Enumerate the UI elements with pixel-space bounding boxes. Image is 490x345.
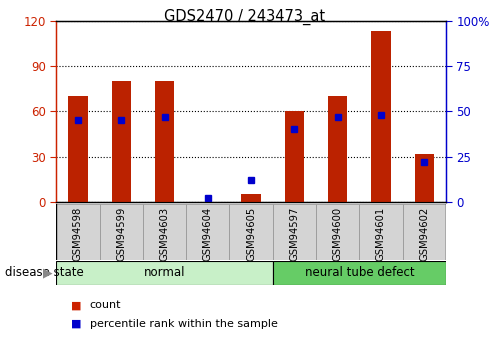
Bar	[273, 261, 446, 285]
Text: ■: ■	[71, 319, 81, 328]
Text: GDS2470 / 243473_at: GDS2470 / 243473_at	[165, 9, 325, 25]
Bar	[371, 31, 391, 202]
Text: GSM94605: GSM94605	[246, 206, 256, 260]
Text: count: count	[90, 300, 121, 310]
Bar	[229, 204, 273, 260]
Bar	[56, 261, 273, 285]
Text: GSM94600: GSM94600	[333, 206, 343, 260]
Bar	[285, 111, 304, 202]
Bar	[68, 96, 88, 202]
Bar	[242, 194, 261, 202]
Bar	[316, 204, 359, 260]
Text: GSM94603: GSM94603	[160, 206, 170, 260]
Text: neural tube defect: neural tube defect	[304, 266, 414, 279]
Bar	[359, 204, 403, 260]
Text: GSM94597: GSM94597	[290, 206, 299, 261]
Text: GSM94598: GSM94598	[73, 206, 83, 260]
Bar	[415, 154, 434, 202]
Bar	[186, 204, 229, 260]
Bar	[112, 81, 131, 202]
Bar	[273, 204, 316, 260]
Text: GSM94601: GSM94601	[376, 206, 386, 260]
Text: ■: ■	[71, 300, 81, 310]
Bar	[403, 204, 446, 260]
Text: GSM94599: GSM94599	[116, 206, 126, 261]
Bar	[99, 204, 143, 260]
Bar	[155, 81, 174, 202]
Text: GSM94602: GSM94602	[419, 206, 429, 260]
Text: ▶: ▶	[43, 266, 53, 279]
Text: disease state: disease state	[5, 266, 84, 279]
Bar	[56, 204, 99, 260]
Text: percentile rank within the sample: percentile rank within the sample	[90, 319, 277, 328]
Bar	[328, 96, 347, 202]
Text: normal: normal	[144, 266, 185, 279]
Text: GSM94604: GSM94604	[203, 206, 213, 260]
Bar	[143, 204, 186, 260]
